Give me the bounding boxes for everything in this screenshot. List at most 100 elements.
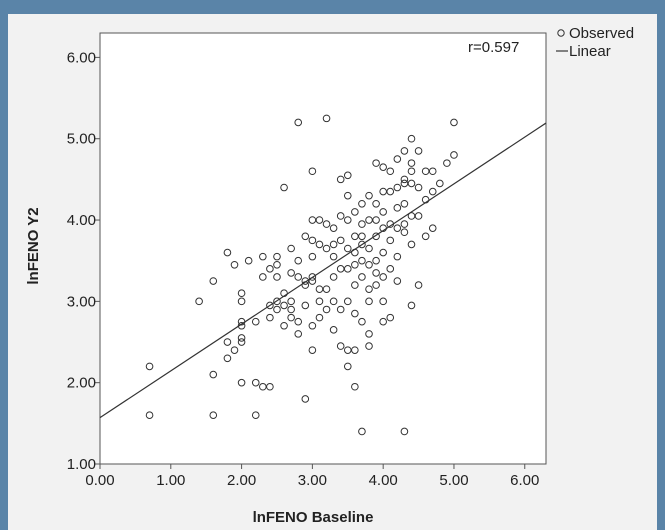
data-point <box>414 183 423 192</box>
data-point <box>237 317 246 326</box>
data-point <box>322 305 331 314</box>
data-point <box>145 411 154 420</box>
data-point <box>273 305 281 314</box>
data-point <box>315 216 324 224</box>
data-point <box>358 317 366 326</box>
data-point <box>237 297 246 306</box>
y-axis-title: lnFENO Y2 <box>25 207 42 284</box>
data-point <box>351 248 359 257</box>
x-axis-title: lnFENO Baseline <box>253 509 374 526</box>
y-tick-label: 6.00 <box>67 49 96 66</box>
data-point <box>237 334 246 342</box>
data-point <box>280 183 288 192</box>
data-point <box>379 208 387 216</box>
data-point <box>308 236 317 245</box>
data-point <box>372 232 380 241</box>
data-point <box>386 220 395 228</box>
data-point <box>223 248 232 257</box>
data-point <box>336 342 345 350</box>
data-point <box>351 309 359 318</box>
data-point <box>336 175 345 184</box>
data-point <box>379 163 387 171</box>
data-point <box>351 281 359 289</box>
data-point <box>301 281 310 289</box>
data-point <box>365 330 373 338</box>
data-point <box>223 354 232 363</box>
data-point <box>237 321 246 330</box>
data-point <box>414 212 423 220</box>
data-point <box>393 224 402 232</box>
data-point <box>421 232 430 241</box>
data-point <box>287 244 295 253</box>
data-point <box>379 248 387 257</box>
legend-observed-marker <box>557 29 565 37</box>
data-point <box>294 256 303 265</box>
data-point <box>400 175 409 184</box>
data-point <box>308 167 317 176</box>
data-point <box>322 285 331 293</box>
data-point <box>400 228 409 237</box>
scatter-chart: 1.002.003.004.005.006.00 0.00 1.00 2.00 3.0… <box>25 25 634 526</box>
y-tick-label: 5.00 <box>67 131 96 148</box>
correlation-annotation: r=0.597 <box>468 39 519 56</box>
data-point <box>343 362 352 371</box>
data-point <box>308 273 317 281</box>
data-point <box>209 370 218 379</box>
data-point <box>351 346 359 354</box>
data-point <box>273 252 281 261</box>
data-point <box>294 273 303 281</box>
data-point <box>287 269 295 277</box>
data-point <box>407 159 416 167</box>
x-tick-label: 6.00 <box>510 472 539 489</box>
data-point <box>372 269 380 277</box>
data-point <box>145 362 154 371</box>
data-point <box>287 313 295 322</box>
data-point <box>414 281 423 289</box>
data-point <box>365 260 373 269</box>
data-point <box>287 305 295 314</box>
data-point <box>251 411 260 420</box>
data-point <box>308 321 317 330</box>
data-point <box>372 256 380 265</box>
data-point <box>358 273 366 281</box>
data-point <box>443 159 451 167</box>
data-point <box>280 289 288 298</box>
linear-fit-line <box>99 122 547 419</box>
data-point <box>428 167 437 176</box>
data-point <box>230 346 239 354</box>
data-point <box>428 187 437 196</box>
data-point <box>195 297 203 306</box>
data-point <box>343 191 352 200</box>
data-point <box>237 338 246 346</box>
data-point <box>280 321 288 330</box>
data-point <box>273 260 281 269</box>
data-point <box>343 216 352 224</box>
data-point <box>400 147 409 155</box>
data-point <box>315 297 324 306</box>
data-point <box>322 220 331 228</box>
data-point <box>358 256 366 265</box>
data-point <box>386 313 395 322</box>
data-point <box>421 195 430 204</box>
data-point <box>379 273 387 281</box>
data-point <box>209 277 218 285</box>
data-point <box>329 273 338 281</box>
data-point <box>379 297 387 306</box>
data-point <box>372 216 380 224</box>
data-point <box>386 167 395 176</box>
data-point <box>322 244 331 253</box>
data-point <box>244 256 253 265</box>
y-tick-label: 2.00 <box>67 375 96 392</box>
data-point <box>223 338 232 346</box>
data-point <box>237 289 246 298</box>
data-point <box>358 427 366 436</box>
data-point <box>365 297 373 306</box>
data-point <box>379 224 387 232</box>
data-point <box>287 297 295 306</box>
data-point <box>329 224 338 232</box>
data-point <box>393 252 402 261</box>
x-axis: 0.00 1.00 2.00 3.00 4.00 5.00 6.00 <box>85 464 539 489</box>
data-point <box>351 382 359 391</box>
data-point <box>358 240 366 249</box>
legend-linear-label: Linear <box>569 43 611 60</box>
